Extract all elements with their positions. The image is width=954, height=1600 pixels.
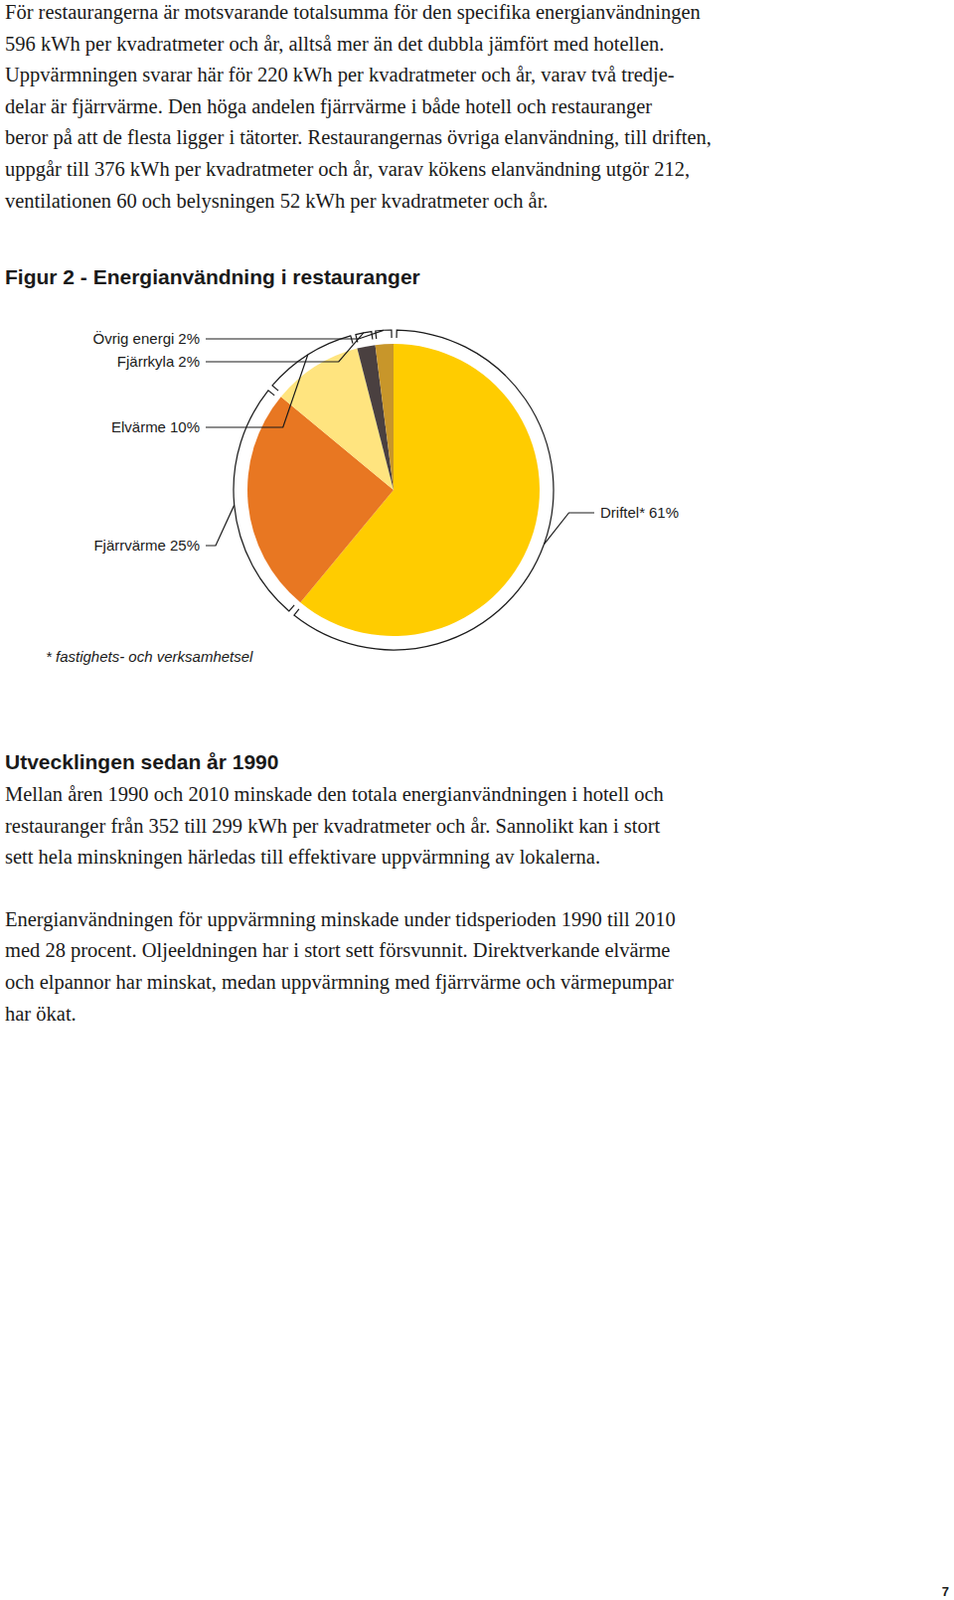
text-line: 596 kWh per kvadratmeter och år, alltså …: [4, 32, 664, 56]
text-line: Uppvärmningen svarar här för 220 kWh per…: [4, 63, 675, 87]
slice-label: Driftel*61%: [600, 503, 679, 521]
pie: [247, 343, 540, 636]
text-line: beror på att de flesta ligger i tätorter…: [4, 126, 712, 150]
slice-category: Fjärrvärme: [93, 536, 166, 554]
callout-line: [205, 354, 309, 428]
slice-value: 10%: [169, 418, 200, 436]
callout-line: [543, 512, 595, 545]
slice-label: Övrig energi2%: [93, 329, 200, 347]
slice-category: Driftel*: [600, 503, 645, 521]
slice-label: Elvärme10%: [111, 418, 200, 436]
body-text: För restaurangerna är motsvarande totals…: [4, 0, 712, 213]
slice-value: 25%: [169, 536, 200, 554]
callout-line: [205, 329, 384, 339]
text-line: restauranger från 352 till 299 kWh per k…: [4, 814, 661, 838]
callout-bracket: [272, 335, 353, 391]
callout-line: [205, 504, 235, 546]
text-line: Energianvändningen för uppvärmning minsk…: [4, 908, 676, 932]
slice-value: 2%: [177, 352, 200, 370]
slice-category: Övrig energi: [93, 329, 175, 347]
slice-category: Elvärme: [111, 418, 166, 436]
slice-label: Fjärrkyla2%: [117, 352, 200, 370]
callout-bracket: [294, 329, 554, 650]
footnote: * fastighets- och verksamhetsel: [45, 647, 254, 665]
slice-label: Fjärrvärme25%: [93, 536, 200, 554]
text-line: och elpannor har minskat, medan uppvärmn…: [4, 970, 674, 994]
callout-bracket: [375, 329, 392, 339]
text-line: delar är fjärrvärme. Den höga andelen fj…: [4, 95, 652, 119]
callouts: [205, 329, 595, 650]
text-line: med 28 procent. Oljeeldningen har i stor…: [4, 939, 670, 962]
callout-line: [205, 332, 364, 362]
text-line: ventilationen 60 och belysningen 52 kWh …: [4, 189, 549, 213]
slice-category: Fjärrkyla: [117, 352, 175, 370]
slice-value: 2%: [177, 329, 200, 347]
text-line: Mellan åren 1990 och 2010 minskade den t…: [4, 783, 664, 806]
text-line: har ökat.: [4, 1002, 77, 1025]
text-line: För restaurangerna är motsvarande totals…: [4, 0, 701, 24]
section-heading: Utvecklingen sedan år 1990: [4, 750, 279, 774]
text-line: uppgår till 376 kWh per kvadratmeter och…: [4, 158, 690, 181]
text-line: sett hela minskningen härledas till effe…: [4, 845, 601, 869]
page-number: 7: [942, 1584, 950, 1599]
pie-slice: [375, 343, 394, 490]
chart-title: Figur 2 - Energianvändning i restaurange…: [4, 265, 421, 289]
page: För restaurangerna är motsvarande totals…: [0, 0, 954, 1600]
callout-bracket: [233, 390, 295, 612]
section-text: Mellan åren 1990 och 2010 minskade den t…: [4, 783, 676, 1025]
slice-value: 61%: [648, 503, 679, 521]
